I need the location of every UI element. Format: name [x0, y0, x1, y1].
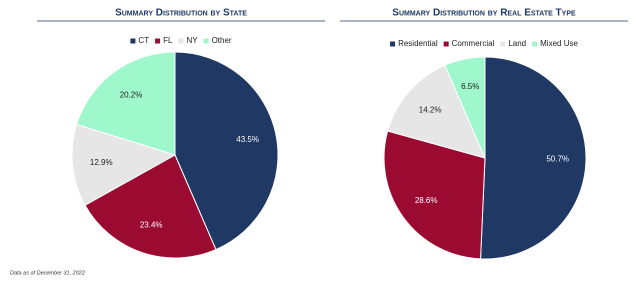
value-label: 14.2% [419, 105, 442, 114]
legend-swatch [532, 41, 538, 47]
legend-label: Land [508, 39, 526, 48]
value-label: 12.9% [90, 158, 113, 167]
legend-swatch [203, 38, 209, 44]
legend-label: Other [212, 36, 232, 45]
value-label: 28.6% [415, 196, 438, 205]
legend-label: Commercial [452, 39, 495, 48]
footnote: Data as of December 31, 2022 [10, 270, 85, 276]
pie-slice [444, 56, 486, 159]
pie-slice [387, 64, 486, 159]
chart-title: Summary Distribution by State [115, 8, 247, 19]
pie-slice [84, 154, 217, 259]
legend-swatch [500, 41, 506, 47]
pie-slice [71, 123, 177, 206]
pie-slice [383, 130, 486, 260]
legend-label: FL [163, 36, 173, 45]
legend-label: Mixed Use [540, 39, 578, 48]
value-label: 23.4% [140, 220, 163, 229]
legend-swatch [178, 38, 184, 44]
legend-label: Residential [398, 39, 438, 48]
value-label: 50.7% [546, 155, 569, 164]
legend-swatch [443, 41, 449, 47]
legend-swatch [130, 38, 136, 44]
legend-swatch [155, 38, 161, 44]
chart-title: Summary Distribution by Real Estate Type [392, 8, 576, 19]
value-label: 43.5% [236, 135, 259, 144]
pie-slice [76, 51, 176, 156]
value-label: 6.5% [461, 82, 479, 91]
legend-swatch [390, 41, 396, 47]
legend-label: CT [138, 36, 149, 45]
pie-slice [174, 51, 279, 251]
legend-label: NY [186, 36, 198, 45]
pie-slice [480, 56, 587, 260]
value-label: 20.2% [120, 90, 143, 99]
